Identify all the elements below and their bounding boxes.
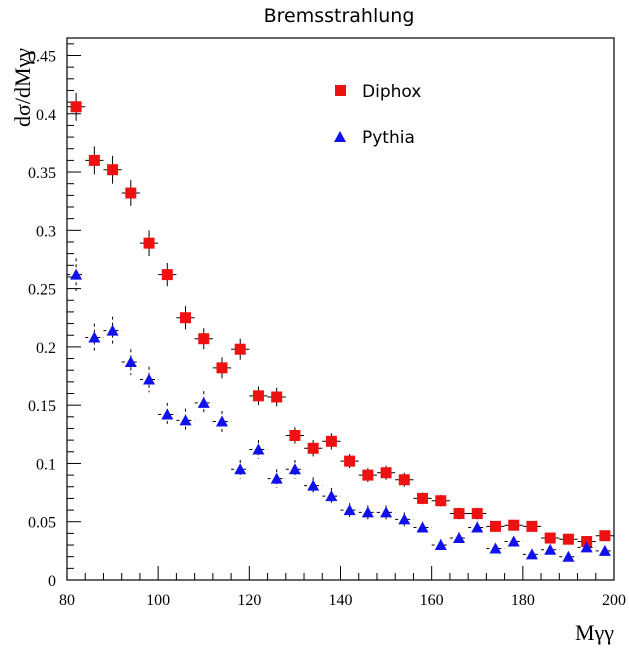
- y-tick-label: 0: [48, 573, 56, 590]
- data-point-pythia: [398, 513, 411, 525]
- tick-labels: 80 100 120 140 160 180 200 0 0.05 0.1 0.15 0.2 0.25 0…: [28, 48, 626, 609]
- data-point-pythia: [161, 408, 174, 420]
- data-point-diphox: [234, 343, 246, 355]
- y-tick-label: 0.05: [28, 515, 56, 532]
- x-tick-label: 100: [146, 592, 170, 609]
- data-point-diphox: [508, 519, 520, 531]
- data-point-diphox: [562, 533, 574, 545]
- data-point-pythia: [197, 396, 210, 408]
- data-point-diphox: [143, 237, 155, 249]
- data-point-pythia: [70, 268, 83, 280]
- legend-label-pythia: Pythia: [362, 128, 415, 148]
- x-tick-label: 120: [237, 592, 261, 609]
- data-point-pythia: [252, 443, 265, 455]
- data-point-diphox: [435, 495, 447, 507]
- data-point-pythia: [234, 463, 247, 475]
- data-point-diphox: [161, 269, 173, 281]
- data-point-diphox: [307, 442, 319, 454]
- data-point-pythia: [598, 544, 611, 556]
- data-point-diphox: [362, 469, 374, 481]
- data-point-diphox: [344, 455, 356, 467]
- data-point-diphox: [599, 530, 611, 542]
- data-point-diphox: [216, 362, 228, 374]
- x-tick-label: 200: [602, 592, 626, 609]
- data-point-diphox: [125, 187, 137, 199]
- x-axis-label: Mγγ: [575, 620, 614, 645]
- data-point-diphox: [471, 508, 483, 520]
- data-point-diphox: [489, 520, 501, 532]
- y-tick-label: 0.2: [36, 340, 56, 357]
- data-point-pythia: [325, 490, 338, 502]
- data-point-pythia: [143, 373, 156, 385]
- y-tick-label: 0.25: [28, 282, 56, 299]
- data-point-pythia: [215, 415, 228, 427]
- data-point-diphox: [453, 508, 465, 520]
- legend-marker-pythia: [334, 131, 346, 142]
- plot-frame: [66, 37, 615, 581]
- data-point-diphox: [271, 391, 283, 403]
- data-point-diphox: [325, 435, 337, 447]
- error-bar: [158, 402, 177, 427]
- series-pythia: [67, 258, 614, 562]
- y-tick-label: 0.4: [36, 107, 56, 124]
- data-point-pythia: [124, 356, 137, 368]
- data-point-pythia: [453, 532, 466, 544]
- data-point-pythia: [361, 506, 374, 518]
- data-point-pythia: [179, 414, 192, 426]
- data-point-pythia: [106, 324, 119, 336]
- data-point-diphox: [107, 164, 119, 176]
- data-point-pythia: [525, 548, 538, 560]
- data-point-diphox: [417, 492, 429, 504]
- axes: [66, 37, 615, 581]
- chart-title: Bremsstrahlung: [264, 5, 415, 27]
- data-point-pythia: [416, 521, 429, 533]
- error-bar: [176, 408, 195, 432]
- data-point-diphox: [70, 101, 82, 113]
- data-point-pythia: [507, 535, 520, 547]
- data-point-pythia: [562, 550, 575, 562]
- y-tick-label: 0.1: [36, 456, 56, 473]
- data-point-pythia: [471, 521, 484, 533]
- tick-marks: [66, 43, 615, 581]
- data-point-diphox: [289, 429, 301, 441]
- data-point-diphox: [252, 390, 264, 402]
- data-point-diphox: [526, 520, 538, 532]
- x-tick-label: 140: [329, 592, 353, 609]
- data-point-pythia: [580, 541, 593, 553]
- y-tick-label: 0.35: [28, 165, 56, 182]
- data-point-pythia: [380, 506, 393, 518]
- legend: Diphox Pythia: [334, 82, 421, 148]
- y-tick-label: 0.15: [28, 398, 56, 415]
- data-point-diphox: [88, 154, 100, 166]
- legend-label-diphox: Diphox: [362, 82, 421, 102]
- data-point-pythia: [343, 504, 356, 516]
- data-point-pythia: [307, 479, 320, 491]
- data-point-pythia: [489, 542, 502, 554]
- data-point-pythia: [88, 331, 101, 343]
- y-tick-label: 0.3: [36, 223, 56, 240]
- series-diphox: [67, 92, 614, 548]
- error-bar: [194, 391, 213, 415]
- data-point-pythia: [434, 539, 447, 551]
- data-point-diphox: [198, 333, 210, 345]
- data-point-pythia: [288, 463, 301, 475]
- x-tick-label: 80: [59, 592, 75, 609]
- legend-marker-diphox: [335, 85, 346, 96]
- data-point-pythia: [544, 543, 557, 555]
- data-point-diphox: [398, 474, 410, 486]
- x-tick-label: 180: [511, 592, 535, 609]
- series-layer: [67, 92, 614, 562]
- y-axis-label: dσ/dMγγ: [10, 48, 35, 127]
- data-point-diphox: [544, 532, 556, 544]
- x-tick-label: 160: [420, 592, 444, 609]
- y-tick-label: 0.45: [28, 48, 56, 65]
- data-point-pythia: [270, 472, 283, 484]
- data-point-diphox: [180, 312, 192, 324]
- data-point-diphox: [380, 467, 392, 479]
